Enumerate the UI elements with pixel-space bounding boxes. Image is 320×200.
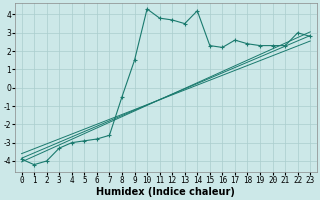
X-axis label: Humidex (Indice chaleur): Humidex (Indice chaleur) bbox=[96, 187, 235, 197]
